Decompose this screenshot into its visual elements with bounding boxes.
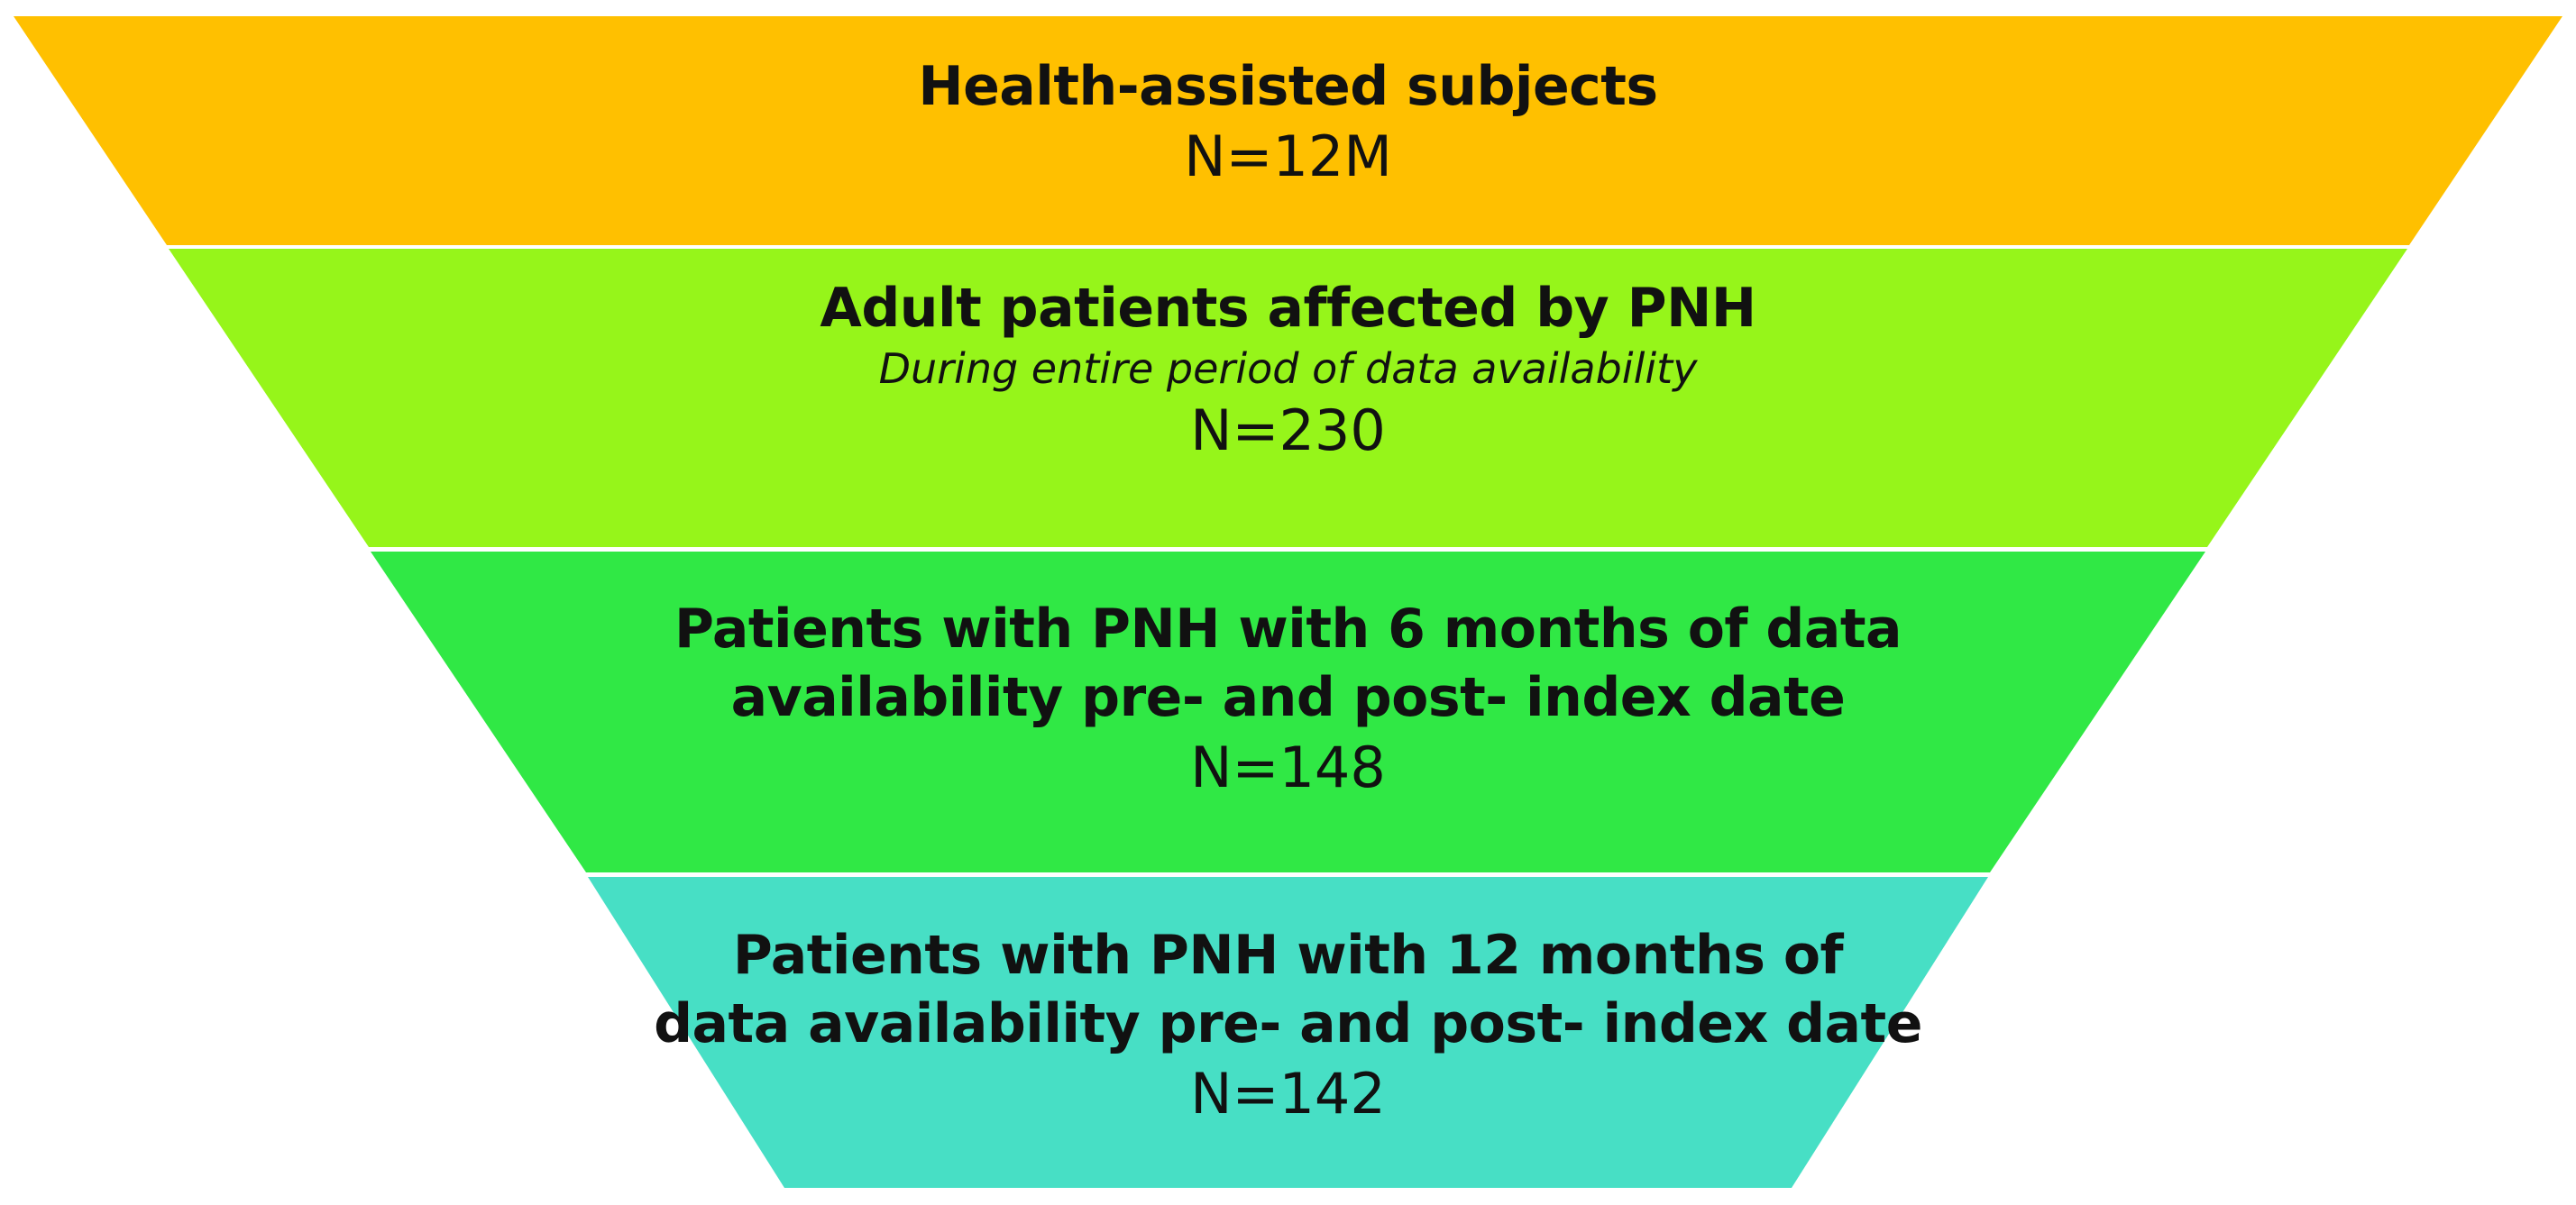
tier-4-title-line-1: Patients with PNH with 12 months of	[732, 924, 1844, 987]
tier-2-count: N=230	[1190, 397, 1386, 463]
funnel-tier-4: Patients with PNH with 12 months of data…	[0, 921, 2576, 1130]
tier-2-title: Adult patients affected by PNH	[820, 277, 1756, 340]
funnel-tier-2: Adult patients affected by PNH During en…	[0, 274, 2576, 467]
funnel-tier-2-shape	[169, 249, 2407, 547]
tier-3-title-line-1: Patients with PNH with 6 months of data	[674, 598, 1902, 661]
funnel-tier-1: Health-assisted subjects N=12M	[0, 52, 2576, 193]
funnel-tier-4-shape	[588, 877, 1988, 1188]
tier-4-count: N=142	[1190, 1061, 1386, 1127]
funnel-tier-1-shape	[14, 16, 2562, 245]
tier-1-title: Health-assisted subjects	[918, 55, 1658, 118]
funnel-tier-3: Patients with PNH with 6 months of data …	[0, 595, 2576, 804]
tier-2-subtitle: During entire period of data availabilit…	[878, 344, 1698, 393]
funnel-tier-3-shape	[371, 552, 2205, 872]
tier-3-title-line-2: availability pre- and post- index date	[730, 666, 1846, 729]
tier-3-count: N=148	[1190, 735, 1386, 800]
tier-4-title-line-2: data availability pre- and post- index d…	[654, 992, 1922, 1055]
tier-1-count: N=12M	[1184, 123, 1392, 189]
